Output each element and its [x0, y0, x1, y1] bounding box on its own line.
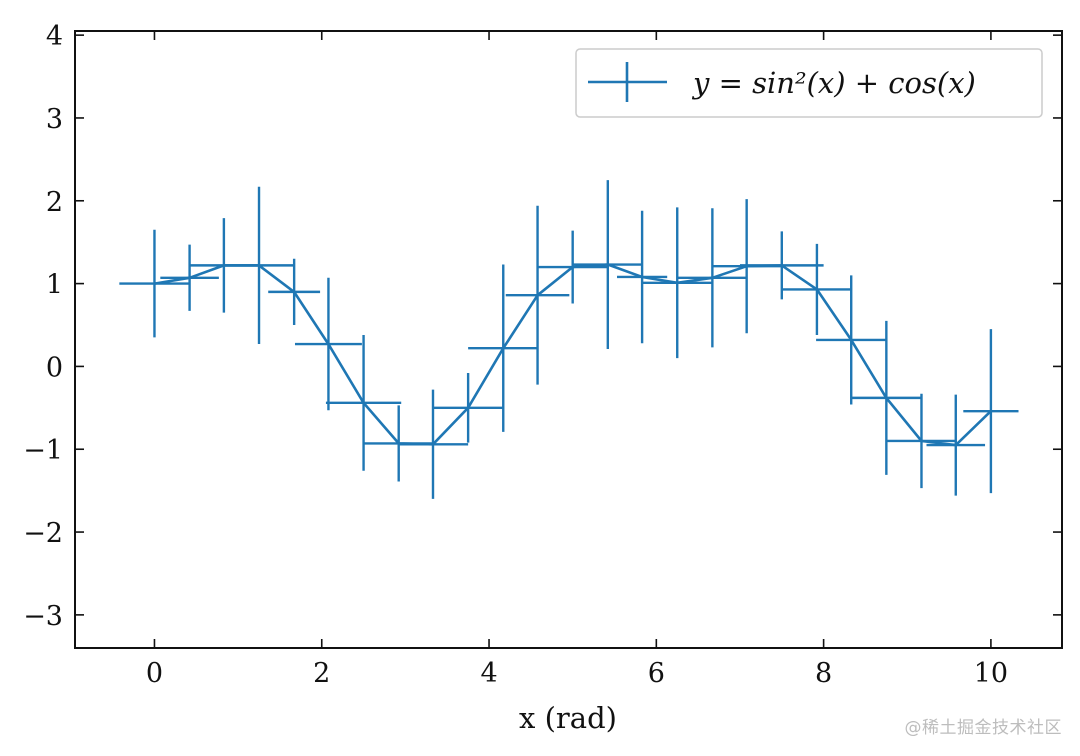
- legend-box: [575, 48, 1043, 118]
- y-tick-label: −2: [23, 518, 63, 549]
- watermark: @稀土掘金技术社区: [904, 718, 1062, 738]
- y-tick-label: 0: [46, 352, 63, 383]
- x-tick-label: 10: [974, 658, 1008, 689]
- x-axis-label: x (rad): [519, 701, 617, 735]
- y-tick-label: 3: [46, 104, 63, 135]
- legend-entry: y = sin²(x) + cos(x): [691, 66, 976, 100]
- axes: [74, 30, 1063, 649]
- x-tick-label: 8: [815, 658, 832, 689]
- legend: y = sin²(x) + cos(x): [575, 48, 1043, 118]
- ticks: 0 2 4 6 8 10 −3 −2 −1 0 1 2 3 4: [23, 21, 1062, 689]
- y-tick-label: 2: [46, 187, 63, 218]
- y-tick-label: 1: [46, 270, 63, 301]
- x-tick-label: 6: [648, 658, 665, 689]
- x-tick-label: 2: [313, 658, 330, 689]
- plot-area: [119, 180, 1019, 499]
- x-tick-label: 0: [146, 658, 163, 689]
- x-tick-label: 4: [480, 658, 497, 689]
- y-tick-label: −1: [23, 435, 63, 466]
- y-tick-label: 4: [46, 21, 63, 52]
- y-tick-label: −3: [23, 601, 63, 632]
- axes-frame: [74, 30, 1063, 649]
